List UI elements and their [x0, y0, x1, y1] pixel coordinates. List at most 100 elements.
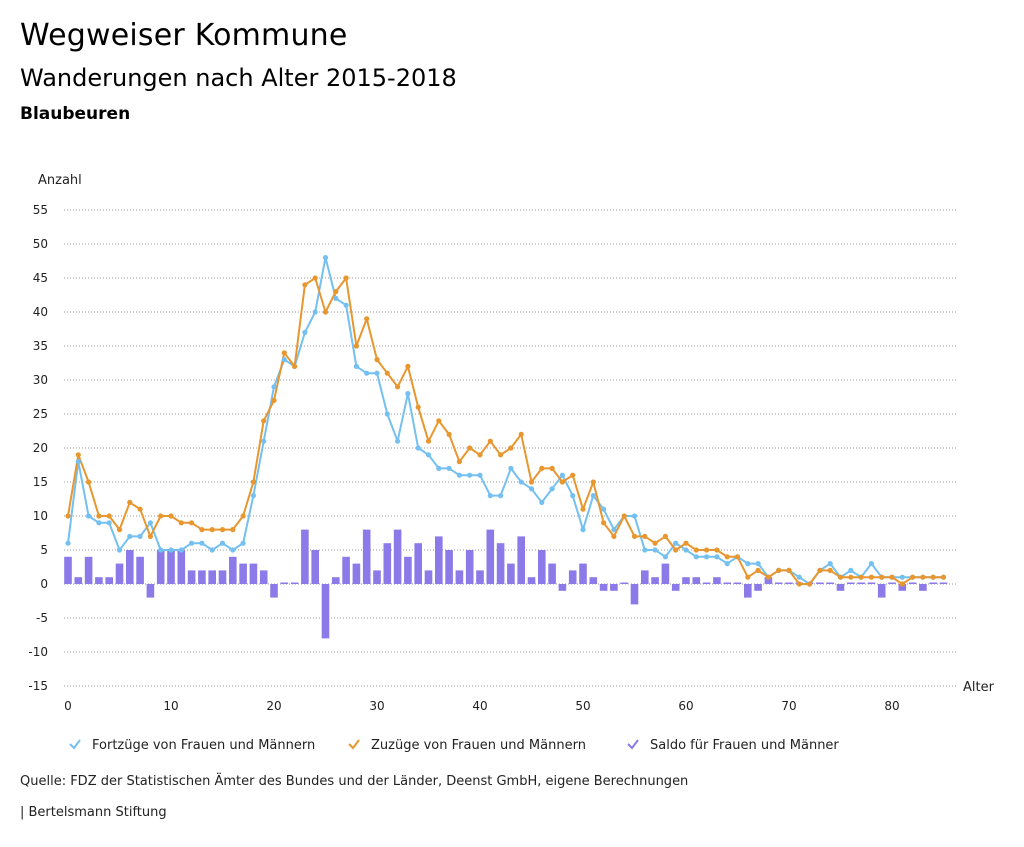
point-zuzuege[interactable] — [178, 520, 184, 526]
point-fortzuege[interactable] — [518, 479, 524, 485]
saldo-bar[interactable] — [620, 582, 628, 585]
point-zuzuege[interactable] — [704, 547, 710, 553]
point-fortzuege[interactable] — [75, 459, 81, 465]
point-fortzuege[interactable] — [745, 561, 751, 567]
saldo-bar[interactable] — [898, 584, 907, 591]
point-fortzuege[interactable] — [271, 384, 277, 390]
point-fortzuege[interactable] — [96, 520, 102, 526]
point-zuzuege[interactable] — [106, 513, 112, 519]
saldo-bar[interactable] — [579, 563, 587, 584]
saldo-bar[interactable] — [857, 582, 865, 585]
point-zuzuege[interactable] — [75, 452, 81, 458]
point-zuzuege[interactable] — [292, 363, 298, 369]
point-fortzuege[interactable] — [456, 472, 462, 478]
point-fortzuege[interactable] — [642, 547, 648, 553]
point-zuzuege[interactable] — [580, 506, 586, 512]
point-fortzuege[interactable] — [549, 486, 555, 492]
point-fortzuege[interactable] — [209, 547, 215, 553]
point-zuzuege[interactable] — [518, 431, 524, 437]
point-zuzuege[interactable] — [611, 533, 617, 540]
point-zuzuege[interactable] — [714, 547, 720, 553]
point-zuzuege[interactable] — [250, 479, 256, 485]
saldo-bar[interactable] — [414, 543, 422, 584]
point-zuzuege[interactable] — [642, 533, 648, 540]
point-zuzuege[interactable] — [168, 513, 174, 519]
point-zuzuege[interactable] — [920, 574, 926, 580]
point-zuzuege[interactable] — [477, 452, 483, 458]
saldo-bar[interactable] — [321, 584, 330, 639]
point-fortzuege[interactable] — [65, 540, 71, 546]
saldo-bar[interactable] — [610, 584, 618, 591]
saldo-bar[interactable] — [249, 563, 258, 584]
saldo-bar[interactable] — [84, 556, 93, 584]
saldo-bar[interactable] — [373, 570, 381, 584]
saldo-bar[interactable] — [167, 550, 175, 584]
point-zuzuege[interactable] — [508, 445, 514, 451]
saldo-bar[interactable] — [424, 570, 433, 584]
saldo-bar[interactable] — [764, 577, 773, 584]
saldo-bar[interactable] — [826, 582, 834, 585]
saldo-bar[interactable] — [136, 556, 144, 584]
point-fortzuege[interactable] — [302, 329, 308, 335]
point-fortzuege[interactable] — [322, 255, 329, 261]
point-fortzuege[interactable] — [590, 493, 596, 499]
saldo-bar[interactable] — [352, 563, 361, 584]
point-zuzuege[interactable] — [776, 567, 782, 574]
point-zuzuege[interactable] — [281, 350, 287, 356]
point-fortzuege[interactable] — [827, 561, 833, 567]
point-zuzuege[interactable] — [734, 554, 741, 560]
point-zuzuege[interactable] — [384, 370, 390, 376]
point-zuzuege[interactable] — [353, 343, 359, 349]
saldo-bar[interactable] — [744, 584, 752, 598]
point-fortzuege[interactable] — [137, 533, 143, 540]
saldo-bar[interactable] — [908, 582, 917, 585]
point-zuzuege[interactable] — [147, 533, 153, 540]
point-fortzuege[interactable] — [755, 561, 761, 567]
saldo-bar[interactable] — [774, 582, 783, 585]
saldo-bar[interactable] — [836, 584, 845, 591]
saldo-bar[interactable] — [630, 584, 639, 605]
point-zuzuege[interactable] — [868, 574, 875, 580]
saldo-bar[interactable] — [702, 582, 711, 585]
point-zuzuege[interactable] — [137, 506, 143, 512]
point-zuzuege[interactable] — [199, 527, 205, 533]
saldo-bar[interactable] — [465, 550, 474, 584]
point-zuzuege[interactable] — [158, 513, 164, 519]
point-zuzuege[interactable] — [930, 574, 936, 580]
legend-item-zuzuege[interactable]: Zuzüge von Frauen und Männern — [348, 738, 586, 753]
saldo-bar[interactable] — [259, 570, 268, 584]
point-zuzuege[interactable] — [374, 357, 380, 363]
point-zuzuege[interactable] — [415, 404, 421, 410]
point-fortzuege[interactable] — [147, 520, 153, 526]
point-zuzuege[interactable] — [837, 574, 844, 580]
saldo-bar[interactable] — [661, 563, 670, 584]
point-zuzuege[interactable] — [621, 513, 627, 519]
point-zuzuege[interactable] — [446, 431, 452, 437]
saldo-bar[interactable] — [362, 529, 371, 584]
point-fortzuege[interactable] — [364, 370, 370, 376]
point-fortzuege[interactable] — [446, 465, 452, 471]
saldo-bar[interactable] — [126, 550, 134, 584]
point-zuzuege[interactable] — [796, 581, 802, 587]
point-fortzuege[interactable] — [189, 540, 195, 546]
point-fortzuege[interactable] — [436, 465, 442, 471]
point-zuzuege[interactable] — [827, 567, 833, 574]
saldo-bar[interactable] — [177, 550, 186, 584]
point-fortzuege[interactable] — [106, 520, 112, 526]
point-fortzuege[interactable] — [683, 547, 689, 553]
point-zuzuege[interactable] — [652, 540, 658, 546]
saldo-bar[interactable] — [538, 550, 546, 584]
saldo-bar[interactable] — [342, 556, 350, 584]
point-fortzuege[interactable] — [158, 547, 164, 553]
saldo-bar[interactable] — [445, 550, 453, 584]
saldo-bar[interactable] — [455, 570, 464, 584]
point-zuzuege[interactable] — [559, 479, 566, 485]
point-zuzuege[interactable] — [65, 513, 71, 519]
saldo-bar[interactable] — [239, 563, 247, 584]
point-fortzuege[interactable] — [116, 547, 123, 553]
point-fortzuege[interactable] — [199, 540, 205, 546]
point-fortzuege[interactable] — [559, 472, 566, 478]
point-fortzuege[interactable] — [261, 438, 267, 444]
saldo-bar[interactable] — [682, 577, 690, 584]
saldo-bar[interactable] — [599, 584, 608, 591]
